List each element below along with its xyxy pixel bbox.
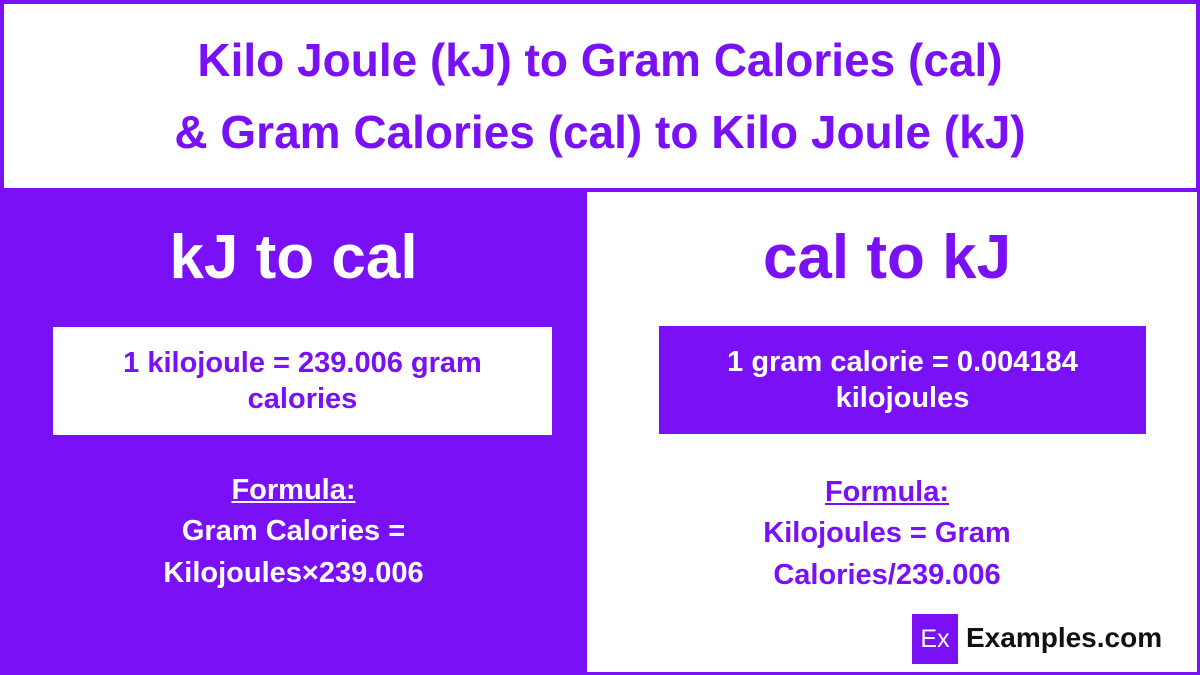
formula-line: Gram Calories = bbox=[181, 515, 406, 547]
heading: cal to kJ bbox=[762, 223, 1012, 292]
fact-box: 1 kilojoule = 239.006 gram calories bbox=[53, 327, 552, 435]
logo-text: Examples.com bbox=[966, 622, 1163, 653]
fact-line: 1 kilojoule = 239.006 gram bbox=[123, 347, 482, 379]
fact-box: 1 gram calorie = 0.004184 kilojoules bbox=[659, 326, 1146, 434]
formula-line: Kilojoules = Gram bbox=[763, 517, 1011, 549]
fact-line: 1 gram calorie = 0.004184 bbox=[727, 346, 1078, 378]
formula-line: Calories/239.006 bbox=[773, 559, 1001, 591]
formula: Formula: Gram Calories = Kilojoules×239.… bbox=[0, 470, 587, 594]
logo-mark: Ex bbox=[912, 614, 958, 664]
formula-line: Kilojoules×239.006 bbox=[163, 557, 424, 589]
left-panel: kJ to cal 1 kilojoule = 239.006 gram cal… bbox=[0, 192, 587, 675]
title-line: Kilo Joule (kJ) to Gram Calories (cal) bbox=[197, 34, 1003, 86]
fact-line: kilojoules bbox=[835, 382, 970, 414]
right-panel: cal to kJ 1 gram calorie = 0.004184 kilo… bbox=[587, 192, 1200, 675]
title-line: & Gram Calories (cal) to Kilo Joule (kJ) bbox=[174, 106, 1026, 158]
heading: kJ to cal bbox=[169, 223, 418, 292]
fact-line: calories bbox=[247, 383, 358, 415]
header: Kilo Joule (kJ) to Gram Calories (cal) &… bbox=[0, 0, 1200, 192]
formula: Formula: Kilojoules = Gram Calories/239.… bbox=[587, 472, 1187, 596]
formula-label: Formula: bbox=[231, 474, 356, 506]
formula-label: Formula: bbox=[824, 476, 950, 508]
